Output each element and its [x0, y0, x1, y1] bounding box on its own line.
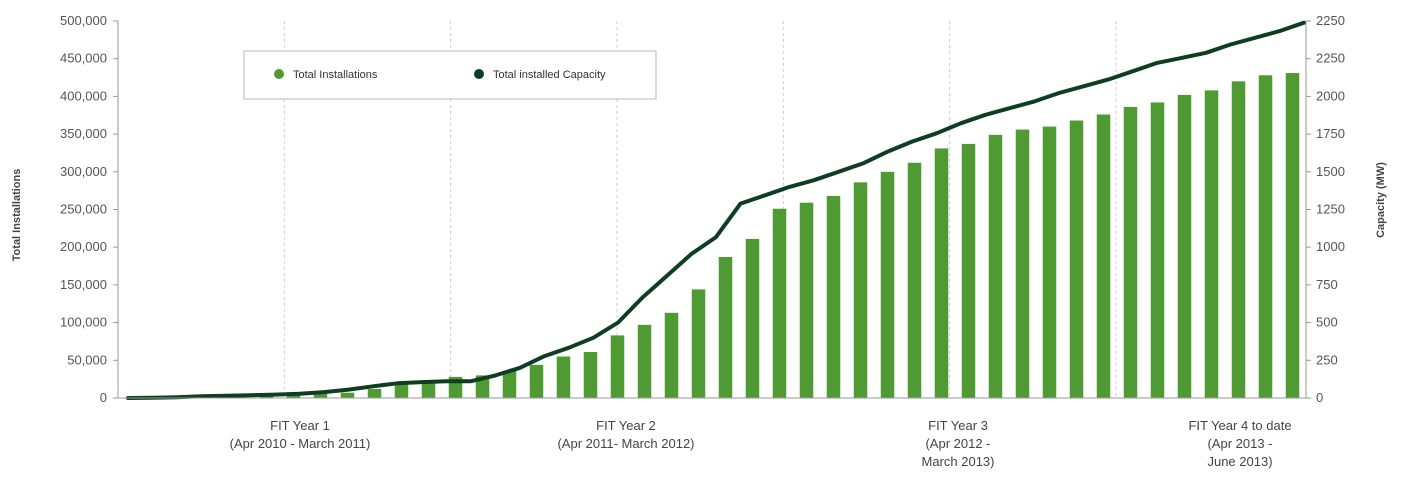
bar [529, 364, 544, 398]
bar [691, 289, 706, 398]
legend: Total Installations Total installed Capa… [243, 50, 657, 100]
y-tick-label: 150,000 [60, 277, 107, 292]
period-label: FIT Year 1 [270, 418, 330, 433]
legend-capacity-marker [474, 69, 484, 79]
bar [1231, 81, 1246, 398]
period-label: March 2013) [922, 454, 995, 469]
line-series [126, 20, 1306, 400]
bar [1042, 126, 1057, 398]
capacity-line [126, 20, 1306, 400]
bar [1204, 90, 1219, 399]
y2-tick-label: 1000 [1316, 239, 1345, 254]
bar [367, 388, 382, 398]
period-label: (Apr 2013 - [1207, 436, 1272, 451]
y-tick-label: 50,000 [67, 352, 107, 367]
y-tick-label: 500,000 [60, 13, 107, 28]
bar [610, 335, 625, 398]
bar [1069, 120, 1084, 398]
y-tick-label: 0 [100, 390, 107, 405]
bar [394, 384, 409, 398]
y2-tick-label: 750 [1316, 277, 1338, 292]
bar [340, 392, 355, 398]
bar [853, 182, 868, 398]
y2-tick-label: 1250 [1316, 202, 1345, 217]
bar [934, 148, 949, 398]
bar [313, 393, 328, 398]
bar [880, 171, 895, 398]
period-labels: FIT Year 1 (Apr 2010 - March 2011) FIT Yea… [230, 418, 1292, 469]
y-axis-title: Total Installations [11, 169, 23, 262]
bar [907, 162, 922, 398]
bar [772, 208, 787, 398]
y-tick-label: 200,000 [60, 239, 107, 254]
bar [745, 238, 760, 398]
bar [637, 324, 652, 398]
period-label: FIT Year 3 [928, 418, 988, 433]
bar [556, 356, 571, 398]
bar [1150, 102, 1165, 398]
tick-labels: 0 50,000 100,000 150,000 200,000 250,000 300,0… [60, 13, 1345, 405]
bar [1015, 129, 1030, 399]
bar [1177, 94, 1192, 398]
bar [286, 394, 301, 398]
period-label: (Apr 2010 - March 2011) [230, 436, 371, 451]
y2-tick-label: 500 [1316, 315, 1338, 330]
y2-tick-label: 1500 [1316, 164, 1345, 179]
bar [664, 312, 679, 398]
y2-tick-label: 0 [1316, 390, 1323, 405]
legend-installations-label: Total Installations [293, 69, 378, 81]
period-label: (Apr 2012 - [925, 436, 990, 451]
legend-installations-marker [274, 69, 284, 79]
bar-series [124, 73, 1300, 399]
legend-box [243, 50, 657, 100]
bar [1096, 114, 1111, 398]
bar [583, 352, 598, 398]
bar [718, 257, 733, 398]
legend-capacity-label: Total installed Capacity [493, 69, 606, 81]
y2-tick-label: 250 [1316, 352, 1338, 367]
y-tick-label: 350,000 [60, 126, 107, 141]
y2-tick-label: 2250 [1316, 51, 1345, 66]
period-label: FIT Year 4 to date [1188, 418, 1291, 433]
bar [988, 134, 1003, 398]
bar [1285, 73, 1300, 398]
y-tick-label: 100,000 [60, 315, 107, 330]
bar [421, 381, 436, 398]
y-tick-label: 250,000 [60, 202, 107, 217]
y2-axis-title: Capacity (MW) [1375, 162, 1387, 238]
period-label: June 2013) [1207, 454, 1272, 469]
bar [961, 143, 976, 398]
bar [502, 370, 517, 398]
period-label: (Apr 2011- March 2012) [557, 436, 694, 451]
y-tick-label: 300,000 [60, 164, 107, 179]
bar [1123, 106, 1138, 399]
y2-tick-label: 2000 [1316, 88, 1345, 103]
y-tick-label: 450,000 [60, 51, 107, 66]
bar [1258, 75, 1273, 399]
bar [799, 202, 814, 398]
y2-tick-label: 1750 [1316, 126, 1345, 141]
bar [826, 195, 841, 398]
period-label: FIT Year 2 [596, 418, 656, 433]
y2-tick-label: 2250 [1316, 13, 1345, 28]
y-tick-label: 400,000 [60, 88, 107, 103]
